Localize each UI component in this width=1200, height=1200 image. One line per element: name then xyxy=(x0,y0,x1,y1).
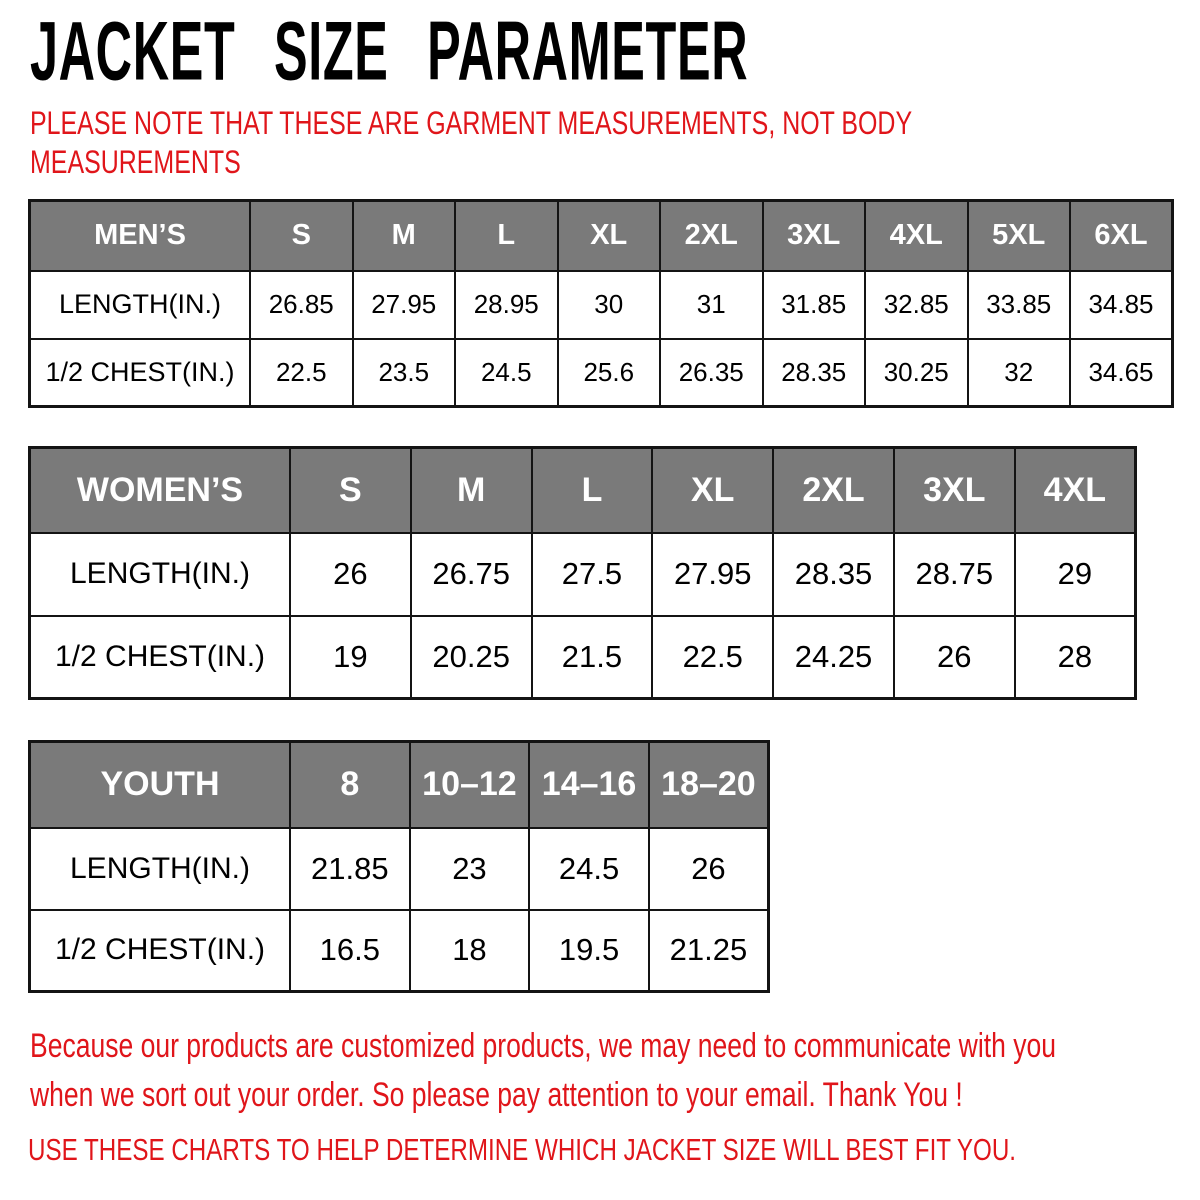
table-title-cell: WOMEN’S xyxy=(28,446,291,534)
garment-measurement-note: PLEASE NOTE THAT THESE ARE GARMENT MEASU… xyxy=(30,104,1161,182)
measurement-value-cell: 29 xyxy=(1013,531,1137,617)
measurement-value-cell: 19 xyxy=(289,614,412,700)
table-row: LENGTH(IN.) 26 26.75 27.5 27.95 28.35 28.75 29 xyxy=(28,531,1137,617)
table-title-cell: MEN’S xyxy=(28,199,251,272)
measurement-value-cell: 21.85 xyxy=(289,826,411,911)
fit-advice: USE THESE CHARTS TO HELP DETERMINE WHICH… xyxy=(28,1132,1017,1167)
measurement-value-cell: 34.85 xyxy=(1069,269,1174,340)
measurement-value-cell: 27.95 xyxy=(351,269,456,340)
measurement-value-cell: 23.5 xyxy=(351,337,456,408)
size-header-cell: 10–12 xyxy=(408,740,531,829)
size-header-cell: 2XL xyxy=(659,199,764,272)
size-header-cell: 8 xyxy=(289,740,411,829)
size-header-cell: 4XL xyxy=(1013,446,1137,534)
size-header-cell: S xyxy=(249,199,354,272)
measurement-value-cell: 31.85 xyxy=(761,269,866,340)
size-header-cell: M xyxy=(351,199,456,272)
note-line-1: PLEASE NOTE THAT THESE ARE GARMENT MEASU… xyxy=(30,105,913,141)
measurement-value-cell: 28.95 xyxy=(454,269,559,340)
size-header-cell: L xyxy=(530,446,654,534)
size-header-cell: XL xyxy=(556,199,661,272)
measurement-value-cell: 33.85 xyxy=(966,269,1071,340)
youth-size-table: YOUTH 8 10–12 14–16 18–20 LENGTH(IN.) 21.85 23 2… xyxy=(28,740,770,993)
table-row: 1/2 CHEST(IN.) 16.5 18 19.5 21.25 xyxy=(28,908,770,993)
measurement-value-cell: 24.5 xyxy=(528,826,650,911)
measurement-value-cell: 26 xyxy=(892,614,1016,700)
size-header-cell: 6XL xyxy=(1069,199,1174,272)
notice-line-2: when we sort out your order. So please p… xyxy=(30,1076,963,1114)
row-label-cell: LENGTH(IN.) xyxy=(28,269,251,340)
measurement-value-cell: 28.35 xyxy=(761,337,866,408)
row-label-cell: LENGTH(IN.) xyxy=(28,531,291,617)
table-title-cell: YOUTH xyxy=(28,740,291,829)
measurement-value-cell: 28 xyxy=(1013,614,1137,700)
measurement-value-cell: 32.85 xyxy=(864,269,969,340)
size-header-cell: 18–20 xyxy=(647,740,770,829)
measurement-value-cell: 21.5 xyxy=(530,614,654,700)
measurement-value-cell: 26.85 xyxy=(249,269,354,340)
size-header-cell: XL xyxy=(651,446,775,534)
measurement-value-cell: 23 xyxy=(408,826,531,911)
table-row: LENGTH(IN.) 21.85 23 24.5 26 xyxy=(28,826,770,911)
measurement-value-cell: 19.5 xyxy=(528,908,650,993)
measurement-value-cell: 22.5 xyxy=(651,614,775,700)
note-line-2: MEASUREMENTS xyxy=(30,144,241,180)
size-header-cell: 3XL xyxy=(761,199,866,272)
page-title: JACKET SIZE PARAMETER xyxy=(30,4,749,98)
table-row: LENGTH(IN.) 26.85 27.95 28.95 30 31 31.85 32.85… xyxy=(28,269,1174,340)
measurement-value-cell: 30 xyxy=(556,269,661,340)
size-header-cell: 3XL xyxy=(892,446,1016,534)
measurement-value-cell: 16.5 xyxy=(289,908,411,993)
measurement-value-cell: 24.5 xyxy=(454,337,559,408)
table-row: 1/2 CHEST(IN.) 22.5 23.5 24.5 25.6 26.35 28.35… xyxy=(28,337,1174,408)
mens-size-table: MEN’S S M L XL 2XL 3XL 4XL 5XL 6XL LENGTH(IN.) 26.8… xyxy=(28,199,1174,408)
measurement-value-cell: 28.35 xyxy=(772,531,895,617)
measurement-value-cell: 27.5 xyxy=(530,531,654,617)
measurement-value-cell: 28.75 xyxy=(892,531,1016,617)
measurement-value-cell: 25.6 xyxy=(556,337,661,408)
row-label-cell: 1/2 CHEST(IN.) xyxy=(28,337,251,408)
measurement-value-cell: 32 xyxy=(966,337,1071,408)
row-label-cell: LENGTH(IN.) xyxy=(28,826,291,911)
size-header-cell: 2XL xyxy=(772,446,895,534)
measurement-value-cell: 20.25 xyxy=(409,614,533,700)
measurement-value-cell: 24.25 xyxy=(772,614,895,700)
measurement-value-cell: 34.65 xyxy=(1069,337,1174,408)
measurement-value-cell: 18 xyxy=(408,908,531,993)
size-header-cell: M xyxy=(409,446,533,534)
size-header-cell: L xyxy=(454,199,559,272)
measurement-value-cell: 26 xyxy=(289,531,412,617)
table-row: 1/2 CHEST(IN.) 19 20.25 21.5 22.5 24.25 26 28 xyxy=(28,614,1137,700)
measurement-value-cell: 30.25 xyxy=(864,337,969,408)
size-header-cell: 5XL xyxy=(966,199,1071,272)
size-header-cell: 14–16 xyxy=(528,740,650,829)
measurement-value-cell: 22.5 xyxy=(249,337,354,408)
measurement-value-cell: 31 xyxy=(659,269,764,340)
customization-notice: Because our products are customized prod… xyxy=(30,1022,1200,1120)
womens-size-table: WOMEN’S S M L XL 2XL 3XL 4XL LENGTH(IN.) 26 26.75 2… xyxy=(28,446,1137,700)
notice-line-1: Because our products are customized prod… xyxy=(30,1027,1056,1065)
row-label-cell: 1/2 CHEST(IN.) xyxy=(28,908,291,993)
measurement-value-cell: 26 xyxy=(647,826,770,911)
measurement-value-cell: 27.95 xyxy=(651,531,775,617)
size-header-cell: S xyxy=(289,446,412,534)
measurement-value-cell: 26.35 xyxy=(659,337,764,408)
row-label-cell: 1/2 CHEST(IN.) xyxy=(28,614,291,700)
measurement-value-cell: 21.25 xyxy=(647,908,770,993)
measurement-value-cell: 26.75 xyxy=(409,531,533,617)
size-header-cell: 4XL xyxy=(864,199,969,272)
